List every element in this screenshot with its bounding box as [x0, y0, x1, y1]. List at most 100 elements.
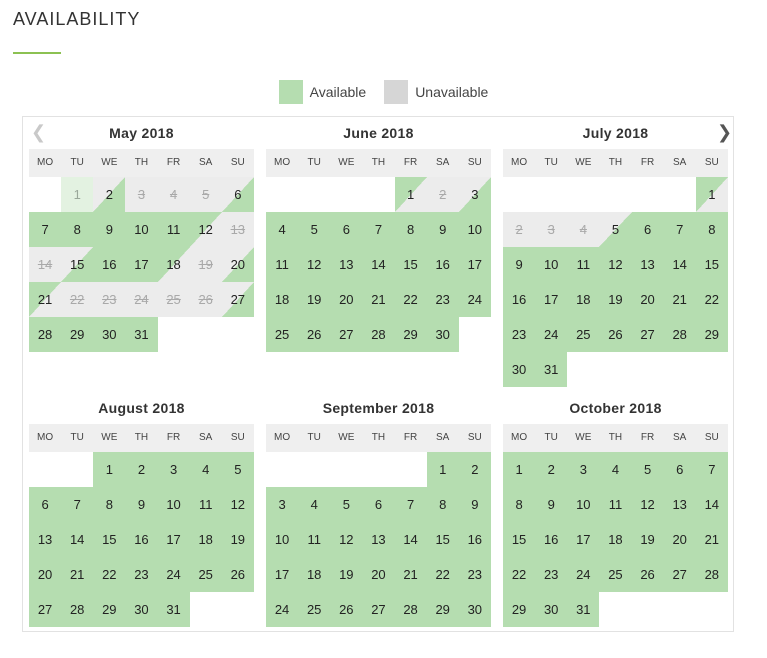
- day-cell[interactable]: 16: [426, 247, 459, 282]
- day-cell[interactable]: 20: [631, 282, 664, 317]
- day-cell[interactable]: 28: [695, 557, 728, 592]
- day-cell[interactable]: 6: [221, 177, 254, 212]
- day-cell[interactable]: 9: [458, 487, 491, 522]
- day-cell[interactable]: 5: [298, 212, 331, 247]
- day-cell[interactable]: 27: [631, 317, 664, 352]
- day-cell[interactable]: 23: [426, 282, 459, 317]
- day-cell[interactable]: 24: [266, 592, 299, 627]
- day-cell[interactable]: 23: [503, 317, 536, 352]
- day-cell[interactable]: 18: [266, 282, 299, 317]
- day-cell[interactable]: 2: [125, 452, 158, 487]
- day-cell[interactable]: 26: [631, 557, 664, 592]
- day-cell[interactable]: 13: [330, 247, 363, 282]
- day-cell[interactable]: 1: [695, 177, 728, 212]
- day-cell[interactable]: 3: [567, 452, 600, 487]
- day-cell[interactable]: 5: [599, 212, 632, 247]
- day-cell[interactable]: 16: [93, 247, 126, 282]
- day-cell[interactable]: 1: [426, 452, 459, 487]
- day-cell[interactable]: 11: [298, 522, 331, 557]
- day-cell[interactable]: 8: [61, 212, 94, 247]
- day-cell[interactable]: 15: [61, 247, 94, 282]
- day-cell[interactable]: 22: [695, 282, 728, 317]
- day-cell[interactable]: 15: [394, 247, 427, 282]
- day-cell[interactable]: 8: [426, 487, 459, 522]
- day-cell[interactable]: 18: [189, 522, 222, 557]
- day-cell[interactable]: 7: [394, 487, 427, 522]
- day-cell[interactable]: 5: [221, 452, 254, 487]
- day-cell[interactable]: 7: [362, 212, 395, 247]
- day-cell[interactable]: 10: [535, 247, 568, 282]
- day-cell[interactable]: 17: [266, 557, 299, 592]
- day-cell[interactable]: 31: [157, 592, 190, 627]
- day-cell[interactable]: 1: [93, 452, 126, 487]
- day-cell[interactable]: 13: [362, 522, 395, 557]
- day-cell[interactable]: 14: [61, 522, 94, 557]
- day-cell[interactable]: 10: [157, 487, 190, 522]
- day-cell[interactable]: 27: [663, 557, 696, 592]
- day-cell[interactable]: 21: [663, 282, 696, 317]
- day-cell[interactable]: 29: [503, 592, 536, 627]
- day-cell[interactable]: 9: [125, 487, 158, 522]
- day-cell[interactable]: 11: [157, 212, 190, 247]
- day-cell[interactable]: 7: [29, 212, 62, 247]
- day-cell[interactable]: 29: [426, 592, 459, 627]
- day-cell[interactable]: 23: [125, 557, 158, 592]
- day-cell[interactable]: 9: [93, 212, 126, 247]
- day-cell[interactable]: 21: [394, 557, 427, 592]
- day-cell[interactable]: 16: [503, 282, 536, 317]
- day-cell[interactable]: 15: [426, 522, 459, 557]
- day-cell[interactable]: 12: [298, 247, 331, 282]
- day-cell[interactable]: 30: [93, 317, 126, 352]
- day-cell[interactable]: 24: [458, 282, 491, 317]
- day-cell[interactable]: 22: [394, 282, 427, 317]
- day-cell[interactable]: 15: [503, 522, 536, 557]
- day-cell[interactable]: 31: [535, 352, 568, 387]
- day-cell[interactable]: 6: [663, 452, 696, 487]
- day-cell[interactable]: 23: [458, 557, 491, 592]
- day-cell[interactable]: 16: [458, 522, 491, 557]
- day-cell[interactable]: 10: [458, 212, 491, 247]
- day-cell[interactable]: 20: [330, 282, 363, 317]
- day-cell[interactable]: 8: [93, 487, 126, 522]
- day-cell[interactable]: 9: [503, 247, 536, 282]
- day-cell[interactable]: 20: [29, 557, 62, 592]
- day-cell[interactable]: 24: [535, 317, 568, 352]
- day-cell[interactable]: 13: [631, 247, 664, 282]
- day-cell[interactable]: 4: [298, 487, 331, 522]
- day-cell[interactable]: 14: [695, 487, 728, 522]
- day-cell[interactable]: 17: [125, 247, 158, 282]
- day-cell[interactable]: 18: [298, 557, 331, 592]
- day-cell[interactable]: 28: [29, 317, 62, 352]
- day-cell[interactable]: 19: [298, 282, 331, 317]
- day-cell[interactable]: 21: [61, 557, 94, 592]
- day-cell[interactable]: 13: [29, 522, 62, 557]
- day-cell[interactable]: 22: [503, 557, 536, 592]
- day-cell[interactable]: 29: [93, 592, 126, 627]
- day-cell[interactable]: 11: [567, 247, 600, 282]
- day-cell[interactable]: 17: [567, 522, 600, 557]
- day-cell[interactable]: 28: [394, 592, 427, 627]
- day-cell[interactable]: 5: [330, 487, 363, 522]
- day-cell[interactable]: 25: [567, 317, 600, 352]
- day-cell[interactable]: 21: [29, 282, 62, 317]
- day-cell[interactable]: 8: [503, 487, 536, 522]
- day-cell[interactable]: 24: [157, 557, 190, 592]
- day-cell[interactable]: 12: [599, 247, 632, 282]
- day-cell[interactable]: 28: [362, 317, 395, 352]
- day-cell[interactable]: 29: [394, 317, 427, 352]
- day-cell[interactable]: 27: [221, 282, 254, 317]
- day-cell[interactable]: 4: [266, 212, 299, 247]
- day-cell[interactable]: 25: [189, 557, 222, 592]
- day-cell[interactable]: 18: [567, 282, 600, 317]
- day-cell[interactable]: 2: [535, 452, 568, 487]
- day-cell[interactable]: 4: [599, 452, 632, 487]
- day-cell[interactable]: 8: [695, 212, 728, 247]
- day-cell[interactable]: 19: [631, 522, 664, 557]
- day-cell[interactable]: 19: [330, 557, 363, 592]
- day-cell[interactable]: 29: [61, 317, 94, 352]
- day-cell[interactable]: 3: [458, 177, 491, 212]
- day-cell[interactable]: 22: [93, 557, 126, 592]
- day-cell[interactable]: 16: [535, 522, 568, 557]
- day-cell[interactable]: 5: [631, 452, 664, 487]
- day-cell[interactable]: 18: [157, 247, 190, 282]
